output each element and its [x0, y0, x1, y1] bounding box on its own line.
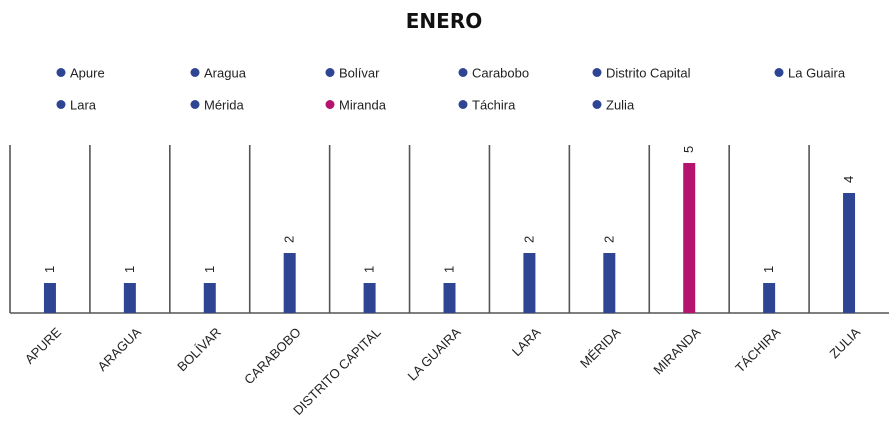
data-label-bolivar: 1: [202, 266, 217, 273]
bar-bolivar: [203, 283, 216, 313]
legend-marker-merida: [190, 100, 200, 109]
legend-label-distrito-capital: Distrito Capital: [606, 66, 691, 81]
data-label-miranda: 5: [681, 146, 696, 153]
legend-marker-tachira: [458, 100, 468, 109]
bar-apure: [43, 283, 56, 313]
x-tick-label-zulia: ZULIA: [827, 324, 864, 361]
x-tick-label-bolivar: BOLÍVAR: [174, 325, 224, 375]
bar-aragua: [123, 283, 136, 313]
legend-marker-lara: [56, 100, 66, 109]
legend-label-lara: Lara: [70, 98, 97, 113]
bar-miranda: [683, 163, 696, 313]
legend-label-apure: Apure: [70, 66, 105, 81]
legend-label-aragua: Aragua: [204, 66, 247, 81]
x-tick-label-tachira: TÁCHIRA: [732, 324, 783, 375]
data-label-tachira: 1: [761, 266, 776, 273]
legend-label-zulia: Zulia: [606, 98, 635, 113]
x-tick-label-la-guaira: LA GUAIRA: [404, 324, 463, 383]
bar-zulia: [843, 193, 856, 313]
legend-label-la-guaira: La Guaira: [788, 66, 846, 81]
x-tick-label-lara: LARA: [509, 324, 544, 359]
bar-la-guaira: [443, 283, 456, 313]
chart-title: ENERO: [406, 9, 482, 33]
x-tick-label-aragua: ARAGUA: [95, 324, 145, 374]
bar-tachira: [763, 283, 776, 313]
data-label-lara: 2: [521, 236, 536, 243]
legend-label-bolivar: Bolívar: [339, 66, 380, 81]
data-label-la-guaira: 1: [442, 266, 457, 273]
data-label-merida: 2: [601, 236, 616, 243]
legend-label-miranda: Miranda: [339, 98, 387, 113]
legend-marker-zulia: [592, 100, 602, 109]
data-label-apure: 1: [42, 266, 57, 273]
legend-marker-carabobo: [458, 68, 468, 77]
x-tick-label-carabobo: CARABOBO: [241, 325, 304, 388]
legend: Apure Aragua Bolívar Carabobo Distrito Capit…: [56, 66, 846, 113]
x-tick-label-miranda: MIRANDA: [650, 324, 703, 377]
legend-label-carabobo: Carabobo: [472, 66, 529, 81]
bar-merida: [603, 253, 616, 313]
x-tick-label-distrito-capital: DISTRITO CAPITAL: [290, 325, 384, 419]
legend-marker-apure: [56, 68, 66, 77]
data-label-aragua: 1: [122, 266, 137, 273]
legend-marker-miranda: [325, 100, 335, 109]
x-tick-label-merida: MÉRIDA: [577, 324, 624, 371]
data-label-carabobo: 2: [282, 236, 297, 243]
legend-marker-bolivar: [325, 68, 335, 77]
bar-carabobo: [283, 253, 296, 313]
bar-lara: [523, 253, 536, 313]
legend-label-merida: Mérida: [204, 98, 245, 113]
legend-label-tachira: Táchira: [472, 98, 516, 113]
legend-marker-aragua: [190, 68, 200, 77]
legend-marker-la-guaira: [774, 68, 784, 77]
legend-marker-distrito-capital: [592, 68, 602, 77]
x-tick-label-apure: APURE: [22, 324, 65, 367]
plot-area: 1 APURE 1 ARAGUA 1 BOLÍVAR 2 CARABOBO 1 DISTRITO …: [9, 145, 889, 419]
data-label-distrito-capital: 1: [362, 266, 377, 273]
data-label-zulia: 4: [841, 176, 856, 183]
bar-distrito-capital: [363, 283, 376, 313]
